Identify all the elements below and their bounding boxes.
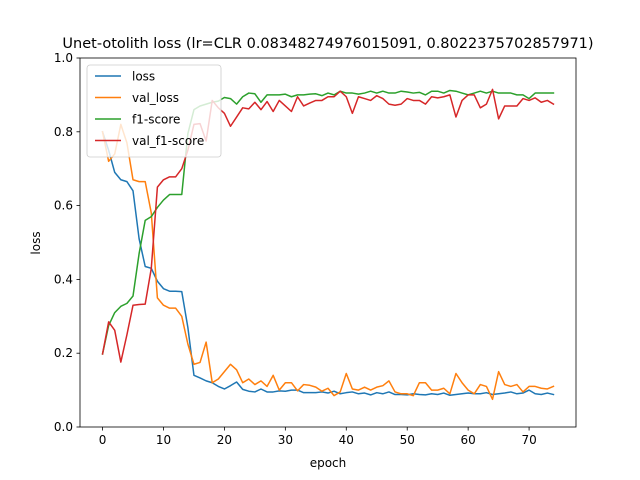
y-tick-label: 1.0 <box>54 51 73 65</box>
x-tick-label: 0 <box>99 433 107 447</box>
y-tick-label: 0.2 <box>54 346 73 360</box>
x-tick-label: 10 <box>156 433 171 447</box>
x-tick-label: 50 <box>400 433 415 447</box>
series-line-f1-score <box>101 89 555 355</box>
y-tick-label: 0.8 <box>54 125 73 139</box>
legend-label-loss: loss <box>132 70 155 84</box>
x-tick-label: 40 <box>339 433 354 447</box>
x-axis-label: epoch <box>310 456 347 470</box>
y-tick-label: 0.4 <box>54 272 73 286</box>
legend-box <box>86 64 222 158</box>
x-tick-label: 30 <box>278 433 293 447</box>
plot-area: 0 10 20 30 40 50 60 70 0.0 0.2 0.4 0.6 0.8 1.0 <box>54 51 577 447</box>
axes-frame <box>79 57 577 428</box>
y-axis-label: loss <box>29 231 43 254</box>
x-tick-label: 20 <box>217 433 232 447</box>
y-tick-label: 0.6 <box>54 199 73 213</box>
x-tick-label: 60 <box>461 433 476 447</box>
y-tick-label: 0.0 <box>54 420 73 434</box>
legend-label-val_loss: val_loss <box>132 91 179 105</box>
series-line-loss <box>101 130 555 397</box>
legend-label-f1-score: f1-score <box>132 113 180 127</box>
series-line-val_f1-score <box>101 88 555 363</box>
x-tick-label: 70 <box>521 433 536 447</box>
legend-label-val_f1-score: val_f1-score <box>132 134 204 148</box>
series-line-val_loss <box>101 123 555 401</box>
legend: loss val_loss f1-score val_f1-score <box>86 64 222 158</box>
chart-title: Unet-otolith loss (lr=CLR 0.083482749760… <box>62 36 593 52</box>
